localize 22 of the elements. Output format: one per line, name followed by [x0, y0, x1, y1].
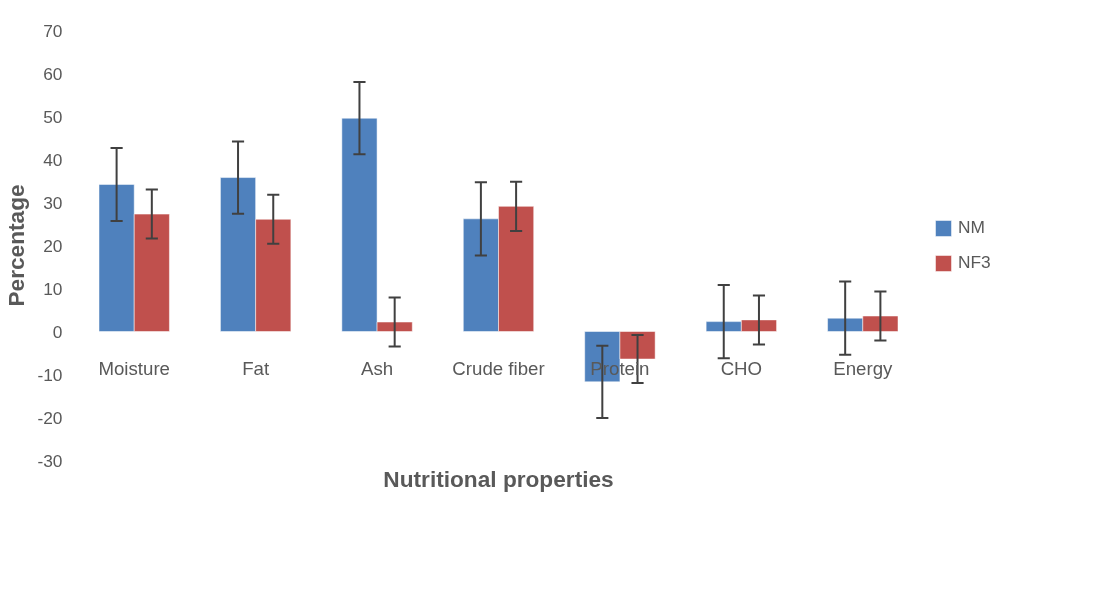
y-tick-label: 40	[43, 149, 63, 170]
y-tick-label: 30	[43, 192, 63, 213]
y-axis-title: Percentage	[3, 184, 30, 307]
y-tick-label: -30	[37, 450, 63, 471]
legend-label: NF3	[958, 252, 991, 273]
y-tick-label: 10	[43, 278, 63, 299]
y-tick-label: -10	[37, 364, 63, 385]
x-tick-label: CHO	[720, 357, 763, 379]
legend-label: NM	[958, 217, 985, 238]
x-tick-label: Ash	[361, 357, 394, 379]
y-tick-label: 60	[43, 63, 63, 84]
x-tick-label: Energy	[833, 357, 894, 379]
y-tick-label: 70	[43, 20, 63, 41]
x-tick-label: Crude fiber	[452, 357, 545, 379]
y-tick-label: 20	[43, 235, 63, 256]
y-tick-label: 0	[52, 321, 63, 342]
x-tick-label: Moisture	[98, 357, 170, 379]
y-tick-label: 50	[43, 106, 63, 127]
x-axis-title: Nutritional properties	[383, 465, 614, 492]
x-tick-label: Protein	[590, 357, 650, 379]
x-tick-label: Fat	[242, 357, 270, 379]
y-tick-label: -20	[37, 407, 63, 428]
